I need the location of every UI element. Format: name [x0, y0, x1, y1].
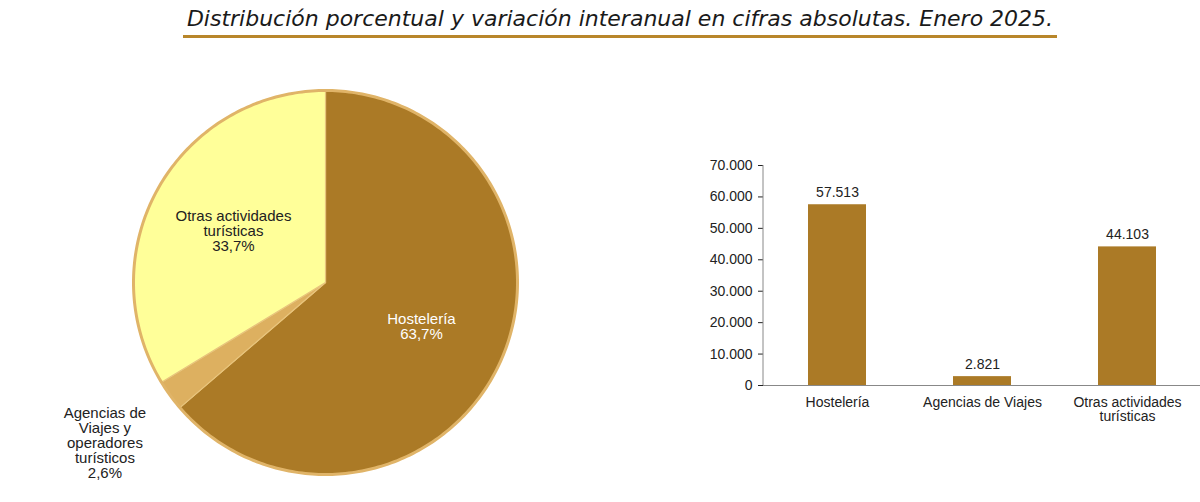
- svg-text:10.000: 10.000: [710, 346, 753, 362]
- svg-text:40.000: 40.000: [710, 251, 753, 267]
- svg-text:Hostelería63,7%: Hostelería63,7%: [387, 310, 456, 342]
- svg-text:0: 0: [745, 377, 753, 393]
- svg-text:20.000: 20.000: [710, 314, 753, 330]
- svg-text:44.103: 44.103: [1106, 226, 1149, 242]
- svg-text:2.821: 2.821: [965, 356, 1000, 372]
- svg-text:Hostelería: Hostelería: [806, 394, 870, 410]
- svg-text:30.000: 30.000: [710, 283, 753, 299]
- svg-text:Otras actividadesturísticas33,: Otras actividadesturísticas33,7%: [176, 207, 292, 254]
- svg-text:50.000: 50.000: [710, 220, 753, 236]
- svg-text:Agencias deViajes yoperadorest: Agencias deViajes yoperadoresturísticos2…: [64, 404, 147, 481]
- svg-text:Agencias de Viajes: Agencias de Viajes: [923, 394, 1042, 410]
- html-text:Distribución porcentual y vari: Distribución porcentual y variación inte…: [186, 6, 1054, 31]
- svg-text:60.000: 60.000: [710, 188, 753, 204]
- svg-text:57.513: 57.513: [816, 184, 859, 200]
- svg-text:Otras actividadesturísticas: Otras actividadesturísticas: [1073, 394, 1181, 424]
- svg-text:70.000: 70.000: [710, 157, 753, 173]
